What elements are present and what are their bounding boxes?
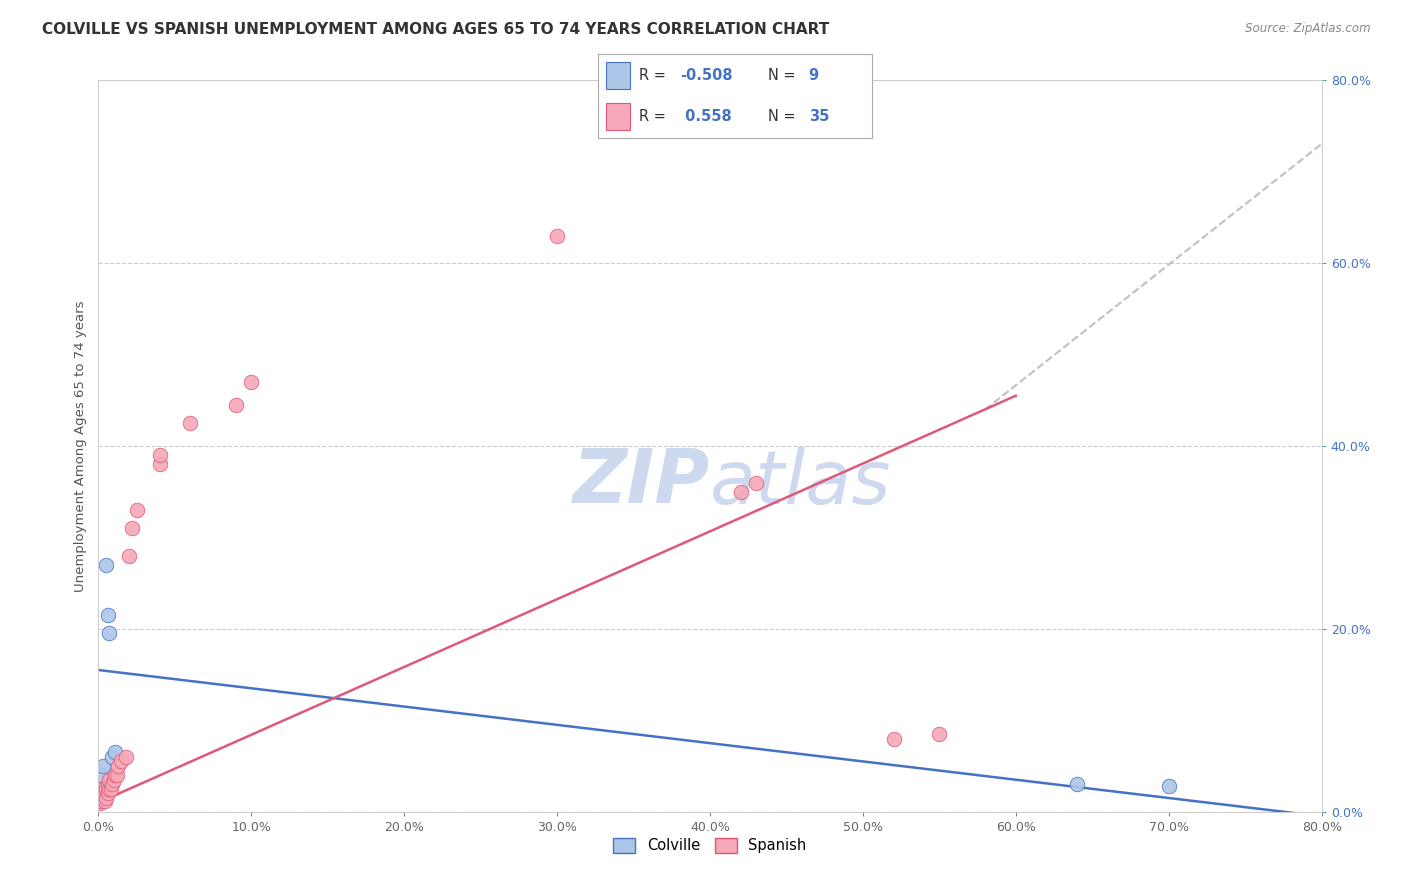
- Point: [90, 794, 112, 808]
- Point: [91, 791, 114, 805]
- Point: [121, 521, 143, 535]
- Point: [107, 759, 129, 773]
- Point: [1066, 777, 1088, 791]
- Point: [89, 768, 111, 782]
- Point: [928, 727, 950, 741]
- Bar: [606, 103, 630, 130]
- Point: [103, 772, 125, 787]
- Point: [97, 608, 120, 623]
- Text: -0.508: -0.508: [681, 68, 733, 83]
- Point: [118, 549, 141, 563]
- Point: [179, 416, 201, 430]
- Point: [97, 777, 120, 791]
- Text: atlas: atlas: [710, 447, 891, 518]
- Point: [149, 458, 172, 472]
- Point: [100, 781, 122, 796]
- Point: [94, 558, 117, 572]
- Point: [91, 759, 114, 773]
- Point: [101, 749, 124, 764]
- Point: [98, 772, 121, 787]
- Bar: [606, 62, 630, 89]
- Text: 9: 9: [808, 68, 818, 83]
- Point: [89, 796, 111, 810]
- Text: 0.558: 0.558: [681, 109, 731, 124]
- Text: R =: R =: [638, 68, 671, 83]
- Text: COLVILLE VS SPANISH UNEMPLOYMENT AMONG AGES 65 TO 74 YEARS CORRELATION CHART: COLVILLE VS SPANISH UNEMPLOYMENT AMONG A…: [42, 22, 830, 37]
- Legend: Colville, Spanish: Colville, Spanish: [607, 832, 813, 859]
- Point: [89, 791, 111, 805]
- Point: [730, 484, 752, 499]
- Point: [90, 787, 112, 801]
- Y-axis label: Unemployment Among Ages 65 to 74 years: Unemployment Among Ages 65 to 74 years: [75, 301, 87, 591]
- Point: [110, 755, 132, 769]
- Point: [98, 626, 121, 640]
- Point: [97, 787, 120, 801]
- Point: [883, 731, 905, 746]
- Point: [546, 228, 568, 243]
- Text: 35: 35: [808, 109, 830, 124]
- Point: [93, 794, 115, 808]
- Point: [105, 768, 128, 782]
- Point: [115, 749, 138, 764]
- Point: [104, 768, 127, 782]
- Point: [745, 475, 768, 490]
- Point: [240, 375, 263, 389]
- Text: N =: N =: [768, 109, 800, 124]
- Point: [94, 781, 117, 796]
- Point: [101, 777, 124, 791]
- Text: R =: R =: [638, 109, 671, 124]
- Point: [93, 787, 115, 801]
- Text: Source: ZipAtlas.com: Source: ZipAtlas.com: [1246, 22, 1371, 36]
- Point: [149, 448, 172, 462]
- Point: [1157, 779, 1180, 793]
- Point: [94, 791, 117, 805]
- Text: N =: N =: [768, 68, 800, 83]
- Point: [98, 781, 121, 796]
- Text: ZIP: ZIP: [572, 446, 710, 519]
- Point: [225, 398, 247, 412]
- Point: [125, 503, 148, 517]
- Point: [91, 781, 114, 796]
- Point: [104, 745, 127, 759]
